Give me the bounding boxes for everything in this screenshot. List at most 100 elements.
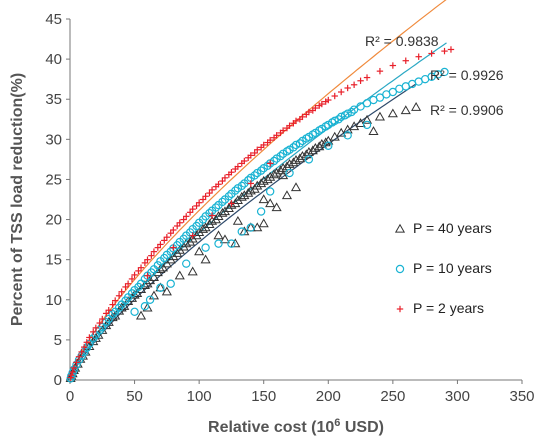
- data-points: [65, 46, 455, 383]
- point-2yr: [176, 219, 183, 226]
- y-tick-label: 35: [45, 91, 62, 108]
- point-10yr: [330, 116, 339, 126]
- point-2yr: [102, 310, 110, 317]
- point-2yr: [157, 241, 164, 248]
- point-40yr: [217, 207, 228, 217]
- point-2yr: [137, 264, 145, 271]
- point-40yr: [174, 270, 185, 280]
- point-10yr: [276, 151, 285, 161]
- point-40yr: [226, 199, 237, 209]
- legend-marker-shape: [395, 264, 405, 274]
- point-40yr: [374, 111, 386, 121]
- point-2yr: [266, 136, 274, 144]
- point-40yr: [230, 238, 241, 248]
- point-40yr: [206, 215, 218, 225]
- point-2yr: [161, 237, 168, 244]
- point-40yr: [187, 266, 198, 276]
- point-2yr: [208, 186, 216, 194]
- point-40yr: [148, 272, 160, 281]
- point-2yr: [109, 301, 116, 308]
- point-40yr: [281, 190, 293, 200]
- point-10yr: [362, 120, 372, 130]
- point-10yr: [231, 186, 240, 195]
- r2-label-40yr: R² = 0.9906: [430, 102, 504, 118]
- point-40yr: [368, 126, 379, 135]
- point-2yr: [75, 353, 83, 360]
- point-2yr: [202, 193, 209, 200]
- point-2yr: [260, 141, 267, 149]
- point-40yr: [232, 215, 243, 225]
- point-10yr: [295, 139, 305, 148]
- point-10yr: [237, 181, 246, 191]
- point-2yr: [73, 359, 80, 366]
- point-2yr: [135, 267, 142, 275]
- point-10yr: [440, 67, 449, 77]
- point-2yr: [99, 315, 106, 323]
- point-2yr: [189, 232, 196, 239]
- point-2yr: [118, 288, 125, 295]
- point-2yr: [357, 77, 364, 84]
- point-10yr: [201, 243, 210, 252]
- point-10yr: [337, 112, 346, 122]
- point-2yr: [154, 244, 162, 251]
- x-tick-label: 150: [251, 388, 276, 405]
- point-2yr: [299, 113, 306, 121]
- x-tick-label: 0: [66, 388, 74, 405]
- point-2yr: [144, 256, 151, 263]
- point-2yr: [105, 307, 112, 314]
- y-tick-label: 40: [45, 51, 62, 68]
- point-10yr: [334, 115, 343, 124]
- point-2yr: [273, 132, 280, 139]
- x-axis-title: Relative cost (106 USD): [208, 417, 384, 436]
- x-tick-label: 50: [126, 388, 143, 405]
- point-2yr: [219, 177, 226, 185]
- point-10yr: [166, 279, 175, 288]
- point-10yr: [211, 203, 221, 212]
- point-2yr: [112, 297, 119, 304]
- x-tick-label: 200: [316, 388, 341, 405]
- point-2yr: [170, 226, 177, 234]
- y-tick-label: 0: [54, 372, 62, 389]
- point-2yr: [312, 104, 319, 112]
- point-2yr: [122, 283, 129, 291]
- legend-marker-10yr: [395, 264, 405, 274]
- point-2yr: [305, 108, 313, 116]
- point-40yr: [245, 185, 256, 195]
- point-2yr: [167, 229, 174, 237]
- y-tick-label: 5: [54, 332, 62, 349]
- point-10yr: [140, 301, 150, 311]
- point-2yr: [150, 248, 158, 255]
- point-40yr: [387, 108, 398, 118]
- point-10yr: [285, 168, 294, 178]
- y-tick-label: 30: [45, 131, 62, 148]
- tick-labels: 0 50 100 150 200 250 300 350 0 5 10 15 20 25 30 35 40 45: [45, 11, 534, 405]
- point-2yr: [206, 189, 213, 197]
- legend-marker-shape: [394, 223, 406, 233]
- point-2yr: [131, 271, 138, 279]
- point-10yr: [156, 283, 165, 292]
- point-2yr: [234, 163, 242, 170]
- x-tick-label: 350: [509, 388, 534, 405]
- point-2yr: [331, 92, 338, 100]
- point-2yr: [241, 157, 248, 165]
- point-2yr: [183, 213, 190, 220]
- x-axis-title-superscript: 6: [334, 417, 340, 429]
- point-2yr: [180, 216, 187, 223]
- point-10yr: [224, 192, 234, 201]
- point-10yr: [214, 239, 223, 248]
- point-2yr: [83, 339, 90, 346]
- y-tick-label: 10: [45, 292, 62, 309]
- point-2yr: [344, 84, 351, 92]
- point-2yr: [148, 252, 155, 259]
- legend-label-40yr: P = 40 years: [413, 220, 492, 236]
- point-2yr: [215, 181, 222, 188]
- point-2yr: [228, 200, 235, 207]
- point-2yr: [70, 364, 78, 372]
- point-10yr: [227, 239, 236, 248]
- point-2yr: [441, 47, 448, 55]
- point-2yr: [338, 88, 345, 96]
- point-2yr: [447, 46, 455, 53]
- point-10yr: [218, 197, 227, 207]
- point-2yr: [195, 199, 203, 206]
- point-2yr: [163, 234, 171, 241]
